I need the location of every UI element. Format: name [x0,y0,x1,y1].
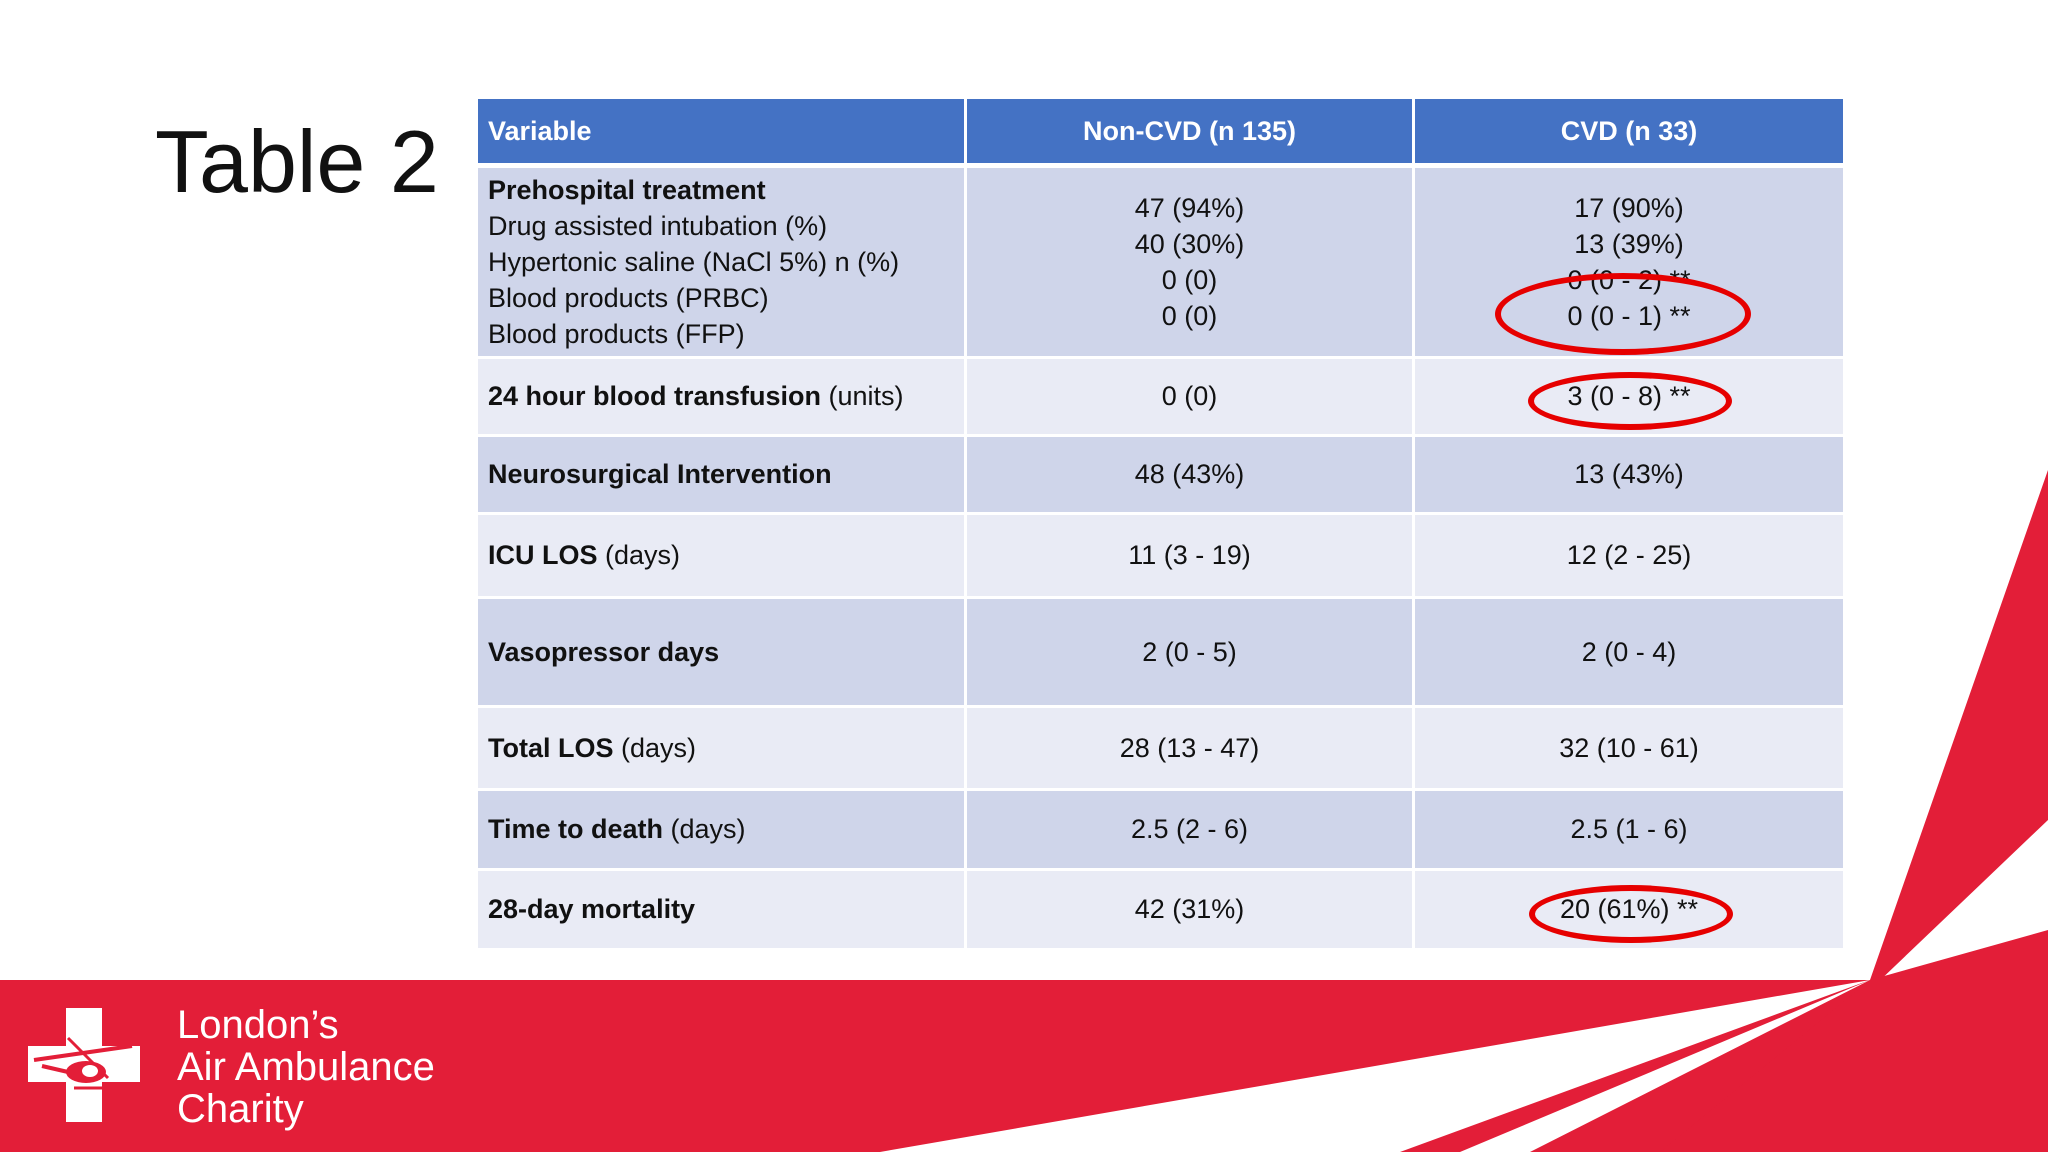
row-label: 28-day mortality [488,894,696,924]
cell-value: 47 (94%) [1134,193,1245,223]
row-label: 24 hour blood transfusion [488,381,822,411]
cell-value: 2 (0 - 4) [1415,599,1843,708]
cross-helicopter-logo-icon [28,1008,140,1122]
prehospital-heading: Prehospital treatment [488,175,766,205]
prehospital-labels: Prehospital treatment Drug assisted intu… [478,168,967,359]
cell-value: 12 (2 - 25) [1415,515,1843,599]
row-label: Blood products (PRBC) [488,283,769,313]
header-cvd: CVD (n 33) [1415,99,1843,168]
table-row: Neurosurgical Intervention 48 (43%) 13 (… [478,437,1843,515]
cell-value: 13 (43%) [1415,437,1843,515]
cell-value: 28 (13 - 47) [967,708,1415,791]
table-row-prehospital: Prehospital treatment Drug assisted intu… [478,168,1843,359]
row-label: Neurosurgical Intervention [488,459,832,489]
cell-value: 17 (90%) [1574,193,1684,223]
cell-value: 20 (61%) ** [1559,894,1699,924]
cell-value: 13 (39%) [1574,229,1684,259]
results-table: Variable Non-CVD (n 135) CVD (n 33) Preh… [478,99,1843,951]
table-row: 24 hour blood transfusion (units) 0 (0) … [478,359,1843,437]
brand-name: London’s Air Ambulance Charity [177,1004,435,1130]
slide-title: Table 2 [155,112,439,211]
row-label: Total LOS [488,732,614,763]
cell-value: 3 (0 - 8) ** [1567,381,1691,411]
cell-value: 11 (3 - 19) [967,515,1415,599]
row-label: ICU LOS [488,540,598,570]
table-row: Total LOS (days) 28 (13 - 47) 32 (10 - 6… [478,708,1843,791]
row-label: Time to death [488,814,664,844]
header-variable: Variable [478,99,967,168]
row-label: Vasopressor days [488,636,720,667]
cell-value: 42 (31%) [967,871,1415,951]
row-label: Drug assisted intubation (%) [488,211,828,241]
row-label: Hypertonic saline (NaCl 5%) n (%) [488,247,900,277]
row-unit: (days) [597,540,681,570]
brand-line: Air Ambulance [177,1045,435,1089]
cell-value: 2 (0 - 5) [967,599,1415,708]
row-label: Blood products (FFP) [488,319,745,349]
table-row: Time to death (days) 2.5 (2 - 6) 2.5 (1 … [478,791,1843,871]
cell-value: 0 (0) [1161,265,1218,295]
row-unit: (units) [821,381,904,411]
brand-line: Charity [177,1087,304,1131]
cell-value: 0 (0) [967,359,1415,437]
cell-value: 0 (0) [1161,301,1218,331]
prehospital-non-cvd: 47 (94%) 40 (30%) 0 (0) 0 (0) [967,168,1415,359]
cell-value: 48 (43%) [967,437,1415,515]
table-row: Vasopressor days 2 (0 - 5) 2 (0 - 4) [478,599,1843,708]
cell-value: 40 (30%) [1134,229,1245,259]
cell-value: 0 (0 - 1) ** [1567,301,1691,331]
table-row: 28-day mortality 42 (31%) 20 (61%) ** [478,871,1843,951]
header-non-cvd: Non-CVD (n 135) [967,99,1415,168]
table-header-row: Variable Non-CVD (n 135) CVD (n 33) [478,99,1843,168]
brand-line: London’s [177,1003,339,1047]
cell-value: 2.5 (2 - 6) [967,791,1415,871]
cell-value: 0 (0 - 2) ** [1567,265,1691,295]
table-row: ICU LOS (days) 11 (3 - 19) 12 (2 - 25) [478,515,1843,599]
cell-value: 32 (10 - 61) [1415,708,1843,791]
prehospital-cvd: 17 (90%) 13 (39%) 0 (0 - 2) ** 0 (0 - 1)… [1415,168,1843,359]
cell-value: 2.5 (1 - 6) [1415,791,1843,871]
row-unit: (days) [663,814,746,844]
row-unit: (days) [613,732,697,763]
